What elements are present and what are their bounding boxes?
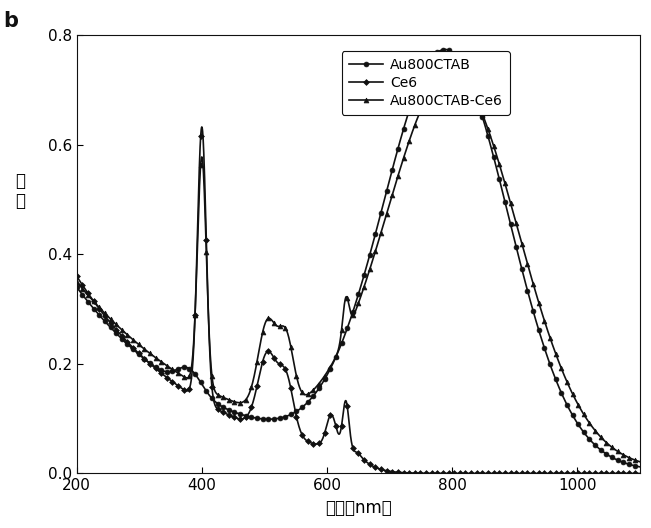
Legend: Au800CTAB, Ce6, Au800CTAB-Ce6: Au800CTAB, Ce6, Au800CTAB-Ce6 [342,51,510,115]
Y-axis label: 消
光: 消 光 [16,172,25,211]
Text: b: b [3,11,18,31]
X-axis label: 波长（nm）: 波长（nm） [325,499,392,517]
